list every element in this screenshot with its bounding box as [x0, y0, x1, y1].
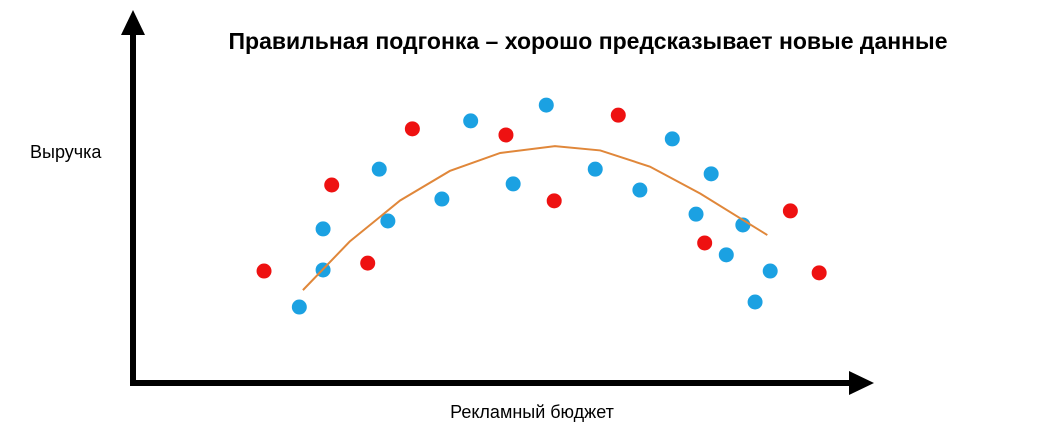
- data-point: [498, 127, 514, 143]
- data-point: [371, 161, 387, 177]
- data-point: [782, 203, 798, 219]
- chart-title: Правильная подгонка – хорошо предсказыва…: [229, 28, 948, 54]
- data-point: [404, 121, 420, 137]
- data-point: [747, 294, 763, 310]
- data-point: [538, 97, 554, 113]
- x-axis-arrow: [849, 371, 874, 395]
- fit-curve: [302, 145, 768, 291]
- data-point: [697, 235, 713, 251]
- data-point: [360, 255, 376, 271]
- data-point: [434, 191, 450, 207]
- data-point: [703, 166, 719, 182]
- data-point: [463, 113, 479, 129]
- data-point: [315, 221, 331, 237]
- data-point: [632, 182, 648, 198]
- data-point: [718, 247, 734, 263]
- data-point: [587, 161, 603, 177]
- data-point: [291, 299, 307, 315]
- data-point: [762, 263, 778, 279]
- y-axis-label: Выручка: [30, 142, 102, 162]
- y-axis-arrow: [121, 10, 145, 35]
- x-axis-label: Рекламный бюджет: [450, 402, 614, 422]
- data-point: [610, 107, 626, 123]
- data-point: [664, 131, 680, 147]
- data-point: [811, 265, 827, 281]
- data-point: [324, 177, 340, 193]
- data-point: [505, 176, 521, 192]
- data-point: [546, 193, 562, 209]
- data-point: [256, 263, 272, 279]
- data-point: [688, 206, 704, 222]
- data-point: [380, 213, 396, 229]
